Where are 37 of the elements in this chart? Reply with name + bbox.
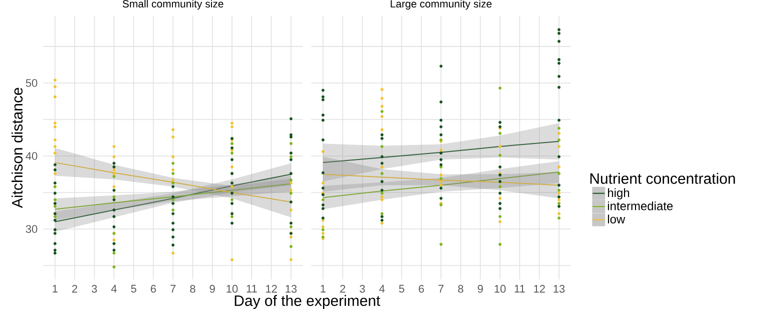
x-tick-label: 13 (554, 284, 565, 293)
x-tick-label: 2 (340, 284, 346, 293)
x-tick-label: 13 (286, 284, 297, 293)
x-tick-label: 5 (399, 284, 404, 293)
x-tick-label: 6 (418, 284, 424, 293)
x-tick-label: 8 (458, 284, 464, 293)
x-tick-label: 4 (111, 284, 117, 292)
chart-title: Small community size (122, 0, 224, 10)
x-tick-label: 8 (190, 284, 196, 293)
x-tick-label: 10 (494, 284, 506, 293)
x-tick-label: 6 (150, 284, 156, 293)
x-axis-title: Day of the experiment (234, 294, 380, 309)
x-tick-label: 7 (170, 284, 176, 292)
x-tick-label: 11 (246, 284, 257, 292)
x-tick-label: 10 (226, 284, 238, 293)
x-tick-label: 4 (379, 284, 385, 292)
x-tick-label: 1 (52, 284, 58, 292)
y-tick-label: 30 (26, 225, 38, 233)
x-tick-label: 3 (92, 284, 97, 293)
x-tick-label: 7 (438, 284, 444, 292)
legend-label: high (608, 188, 630, 200)
x-tick-label: 1 (320, 284, 326, 292)
chart-title: Large community size (390, 0, 492, 10)
x-tick-label: 9 (210, 284, 215, 293)
legend-title: Nutrient concentration (590, 172, 735, 184)
y-tick-label: 50 (26, 79, 38, 87)
y-tick-label: 40 (26, 152, 38, 160)
x-tick-label: 12 (266, 284, 277, 293)
legend-label: low (608, 214, 626, 224)
x-tick-label: 9 (478, 284, 483, 293)
x-tick-label: 5 (131, 284, 136, 293)
x-tick-label: 3 (360, 284, 365, 293)
x-tick-label: 11 (514, 284, 525, 292)
y-axis-title: Aitchison distance (12, 88, 23, 208)
x-tick-label: 2 (72, 284, 78, 293)
legend-label: intermediate (608, 201, 673, 210)
x-tick-label: 12 (534, 284, 545, 293)
